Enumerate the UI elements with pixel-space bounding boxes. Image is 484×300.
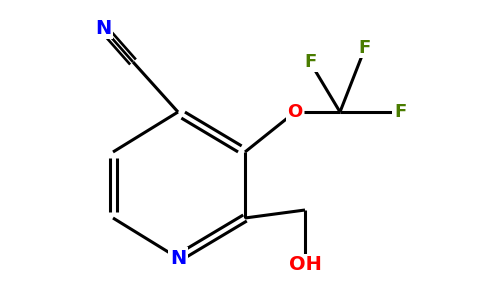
Text: F: F [304, 53, 316, 71]
Text: N: N [170, 248, 186, 268]
Text: O: O [287, 103, 302, 121]
Text: OH: OH [288, 256, 321, 274]
Text: F: F [359, 39, 371, 57]
Text: N: N [95, 19, 111, 38]
Text: F: F [394, 103, 406, 121]
